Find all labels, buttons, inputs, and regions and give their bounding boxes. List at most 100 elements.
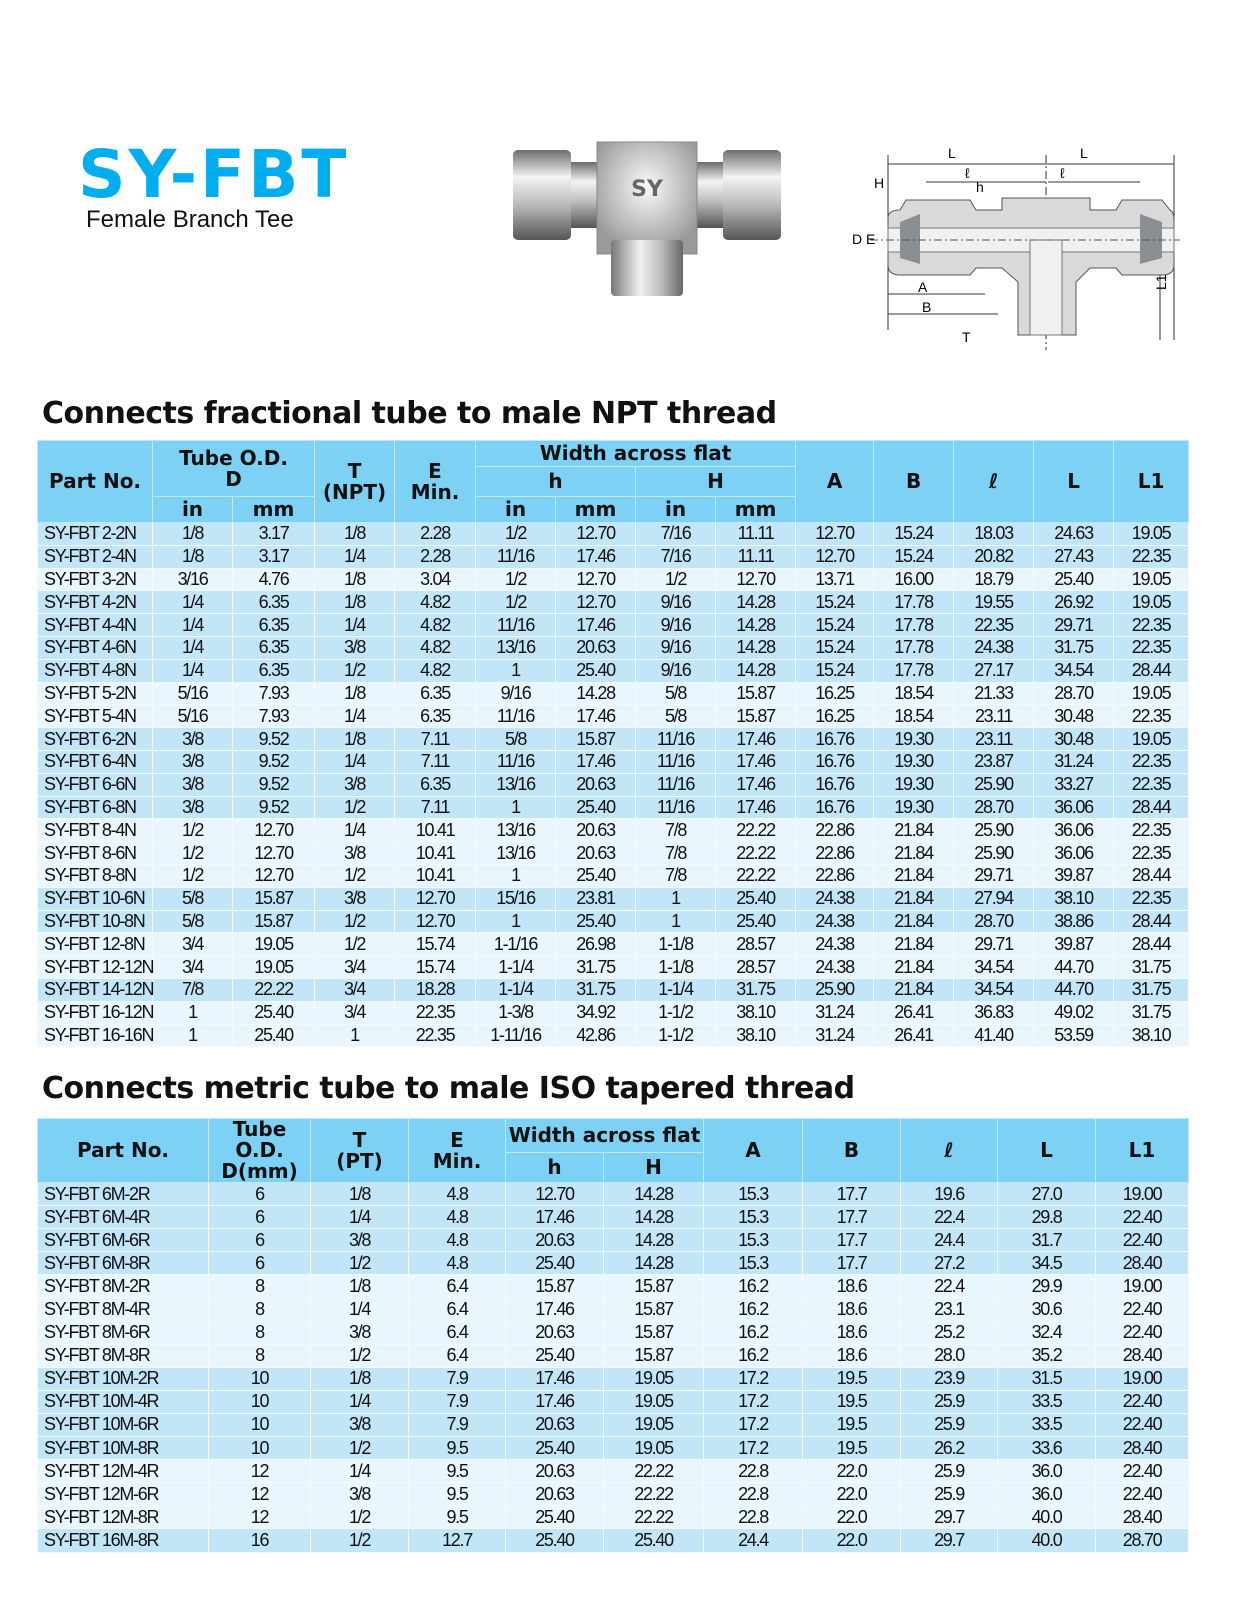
value-cell: 17.46 [505,1205,604,1230]
value-cell: 7.93 [231,704,316,729]
col-e-min: E Min. [394,440,477,523]
value-cell: 10 [208,1389,311,1414]
value-cell: 1/8 [152,522,233,546]
value-cell: 22.40 [1095,1205,1190,1230]
table-row: SY-FBT 5-4N 5/16 7.93 1/4 6.35 11/16 17.46 5/8 1… [37,704,1190,729]
value-cell: 3.17 [231,522,316,546]
value-cell: 40.0 [997,1528,1097,1553]
value-cell: 22.35 [953,613,1035,637]
value-cell: 53.59 [1033,1023,1115,1048]
value-cell: 16.76 [795,795,875,820]
value-cell: 6 [208,1251,311,1276]
value-cell: 9/16 [475,681,557,706]
value-cell: 21.84 [873,841,955,865]
value-cell: 12.70 [394,886,477,911]
value-cell: 12.7 [408,1528,506,1553]
value-cell: 22.35 [1113,818,1190,843]
value-cell: 28.70 [953,795,1035,820]
value-cell: 22.22 [715,841,797,865]
part-number-cell: SY-FBT 10M-2R [37,1366,209,1391]
value-cell: 6 [208,1181,311,1207]
value-cell: 14.28 [602,1251,705,1276]
col-h: h [505,1151,604,1184]
value-cell: 3/4 [152,932,233,957]
value-cell: 1/8 [310,1274,409,1299]
part-number-cell: SY-FBT 6M-2R [37,1181,209,1207]
value-cell: 7/8 [635,841,717,865]
value-cell: 17.46 [555,704,637,729]
value-cell: 23.9 [900,1366,999,1391]
table-row: SY-FBT 10M-2R 10 1/8 7.9 17.46 19.05 17.2 19.5 2… [37,1366,1190,1391]
value-cell: 19.05 [602,1436,705,1461]
value-cell: 24.38 [795,932,875,957]
part-number-cell: SY-FBT 2-2N [37,522,153,546]
value-cell: 22.22 [715,863,797,888]
value-cell: 25.40 [505,1343,604,1368]
value-cell: 33.27 [1033,772,1115,797]
value-cell: 7.11 [394,795,477,820]
part-number-cell: SY-FBT 12M-8R [37,1505,209,1530]
value-cell: 17.46 [505,1389,604,1414]
col-H: H [602,1151,705,1184]
value-cell: 15.24 [795,658,875,683]
value-cell: 18.54 [873,681,955,706]
part-number-cell: SY-FBT 12-8N [37,932,153,957]
value-cell: 32.4 [997,1320,1097,1345]
value-cell: 16.2 [703,1343,804,1368]
value-cell: 38.10 [715,1000,797,1025]
part-number-cell: SY-FBT 16-12N [37,1000,154,1025]
part-number-cell: SY-FBT 16-16N [37,1023,154,1048]
value-cell: 1/4 [314,749,396,774]
value-cell: 4.8 [408,1205,506,1230]
table-row: SY-FBT 16-16N 1 25.40 1 22.35 1-11/16 42.86 1-1… [37,1023,1190,1048]
value-cell: 3/8 [310,1320,409,1345]
col-A: A [703,1118,804,1183]
value-cell: 1-1/4 [475,977,557,1002]
value-cell: 36.0 [997,1482,1097,1507]
value-cell: 36.06 [1033,841,1115,865]
col-width-across-flat: Width across flat [504,1118,705,1153]
value-cell: 25.40 [555,658,637,683]
value-cell: 1 [475,863,557,888]
value-cell: 6.35 [231,613,316,637]
value-cell: 6.35 [231,658,316,683]
value-cell: 15.3 [703,1181,804,1207]
value-cell: 1/8 [152,544,233,569]
table-row: SY-FBT 2-4N 1/8 3.17 1/4 2.28 11/16 17.46 7/16 1… [37,544,1190,569]
value-cell: 23.81 [555,886,637,911]
value-cell: 28.40 [1095,1436,1190,1461]
dim-label-L1: L1 [1153,274,1169,290]
value-cell: 1/8 [314,727,396,751]
photo-brand-mark: SY [631,177,664,202]
part-number-cell: SY-FBT 10-6N [37,886,153,911]
value-cell: 15.24 [795,613,875,637]
value-cell: 4.82 [394,635,477,660]
col-H: H [635,466,797,497]
value-cell: 1/2 [310,1436,409,1461]
value-cell: 13/16 [475,772,557,797]
value-cell: 31.7 [997,1228,1097,1253]
value-cell: 33.5 [997,1389,1097,1414]
table-row: SY-FBT 12-8N 3/4 19.05 1/2 15.74 1-1/16 26.98 1… [37,932,1190,957]
part-number-cell: SY-FBT 6M-8R [37,1251,209,1276]
value-cell: 14.28 [602,1205,705,1230]
part-number-cell: SY-FBT 8M-2R [37,1274,209,1299]
fractional-dimensions-table: Part No. Tube O.D. D T (NPT) E Min. Width a… [37,440,1190,1048]
value-cell: 5/8 [152,909,233,934]
value-cell: 1/8 [314,590,396,615]
value-cell: 9.5 [408,1505,506,1530]
value-cell: 12.70 [231,818,316,843]
value-cell: 16.76 [795,749,875,774]
table-row: SY-FBT 10-6N 5/8 15.87 3/8 12.70 15/16 23.81 1 2… [37,886,1190,911]
value-cell: 6.35 [394,681,477,706]
value-cell: 28.44 [1113,795,1190,820]
part-number-cell: SY-FBT 12-12N [37,955,154,979]
value-cell: 23.1 [900,1297,999,1322]
value-cell: 19.05 [1113,590,1190,615]
part-number-cell: SY-FBT 6M-4R [37,1205,209,1230]
value-cell: 15.74 [394,932,477,957]
col-e-min: E Min. [408,1118,506,1183]
value-cell: 4.76 [231,567,316,592]
value-cell: 7/8 [635,863,717,888]
value-cell: 22.35 [1113,772,1190,797]
